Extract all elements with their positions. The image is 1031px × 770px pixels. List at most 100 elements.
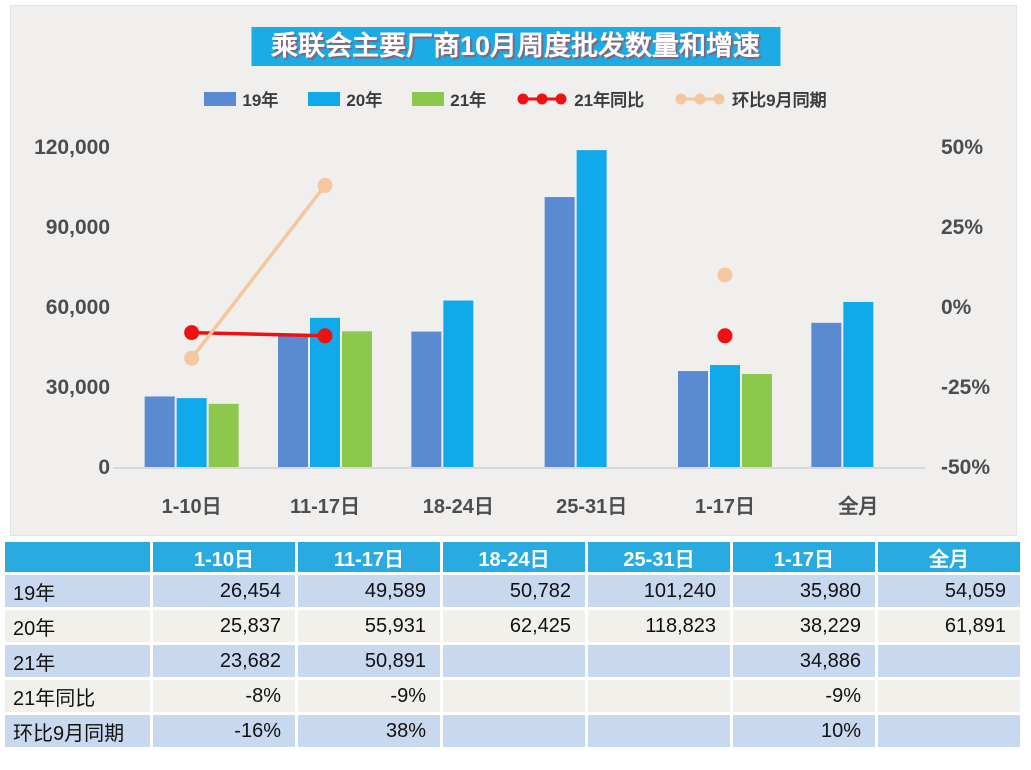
legend-label: 环比9月同期 [732, 91, 827, 110]
bar-19年-1-10日 [144, 396, 175, 467]
row-label: 21年同比 [5, 680, 150, 712]
table-col-header: 18-24日 [443, 542, 585, 572]
line-segment-21年同比 [191, 330, 326, 338]
legend-swatch-icon [308, 91, 341, 106]
x-axis-label: 11-17日 [290, 496, 360, 518]
point-环比9月同期-1-17日 [717, 267, 733, 283]
y-axis-left-tick: 90,000 [46, 216, 110, 239]
y-axis-right-tick: 0% [941, 296, 972, 319]
table-cell: 61,891 [878, 610, 1020, 642]
bar-19年-18-24日 [411, 331, 442, 467]
y-axis-left-tick: 120,000 [34, 136, 110, 159]
point-21年同比-11-17日 [317, 328, 333, 344]
legend-swatch-icon [204, 91, 237, 106]
point-环比9月同期-11-17日 [317, 177, 333, 193]
x-axis-label: 18-24日 [423, 496, 494, 518]
table-row: 20年 25,837 55,931 62,425 118,823 38,229 61,891 [5, 610, 1020, 642]
table-cell [443, 715, 585, 747]
bar-21年-1-10日 [208, 403, 239, 467]
table-cell [878, 680, 1020, 712]
table-cell: 38% [298, 715, 440, 747]
bar-19年-1-17日 [678, 371, 708, 467]
line-segment-环比9月同期 [190, 184, 327, 360]
table-cell: 101,240 [588, 575, 730, 607]
table-cell [443, 680, 585, 712]
table-cell: 49,589 [298, 575, 440, 607]
x-axis-label: 1-10日 [162, 496, 222, 518]
legend-item-4: 环比9月同期 [674, 86, 827, 111]
y-axis-left-tick: 30,000 [46, 376, 110, 399]
data-table: 1-10日 11-17日 18-24日 25-31日 1-17日 全月 19年 26,454 4… [2, 539, 1023, 750]
legend-line-marker-icon [517, 93, 567, 104]
table-cell: 10% [733, 715, 875, 747]
table-cell: 25,837 [153, 610, 295, 642]
bar-21年-1-17日 [742, 373, 772, 467]
bar-19年-25-31日 [544, 197, 575, 467]
table-cell: 38,229 [733, 610, 875, 642]
y-axis-left-tick: 60,000 [46, 296, 110, 319]
legend-label: 21年 [450, 91, 487, 110]
chart-title: 乘联会主要厂商10月周度批发数量和增速 [250, 27, 781, 66]
chart-legend: 19年 20年 21年 21年同比 环比9月同期 [0, 86, 1031, 111]
table-cell [588, 645, 730, 677]
point-21年同比-1-17日 [717, 328, 733, 344]
table-row: 21年同比 -8% -9% -9% [5, 680, 1020, 712]
table-cell: -9% [298, 680, 440, 712]
table-corner-cell [5, 542, 150, 572]
table-col-header: 1-10日 [153, 542, 295, 572]
table-cell: 35,980 [733, 575, 875, 607]
table-cell: -16% [153, 715, 295, 747]
bar-20年-1-17日 [710, 365, 740, 467]
x-axis-label: 全月 [837, 494, 878, 518]
point-环比9月同期-1-10日 [184, 350, 200, 366]
table-row: 21年 23,682 50,891 34,886 [5, 645, 1020, 677]
combo-chart: 0 30,000 60,000 90,000 120,000 -50% -25% 0% 25% 5… [34, 136, 990, 518]
legend-label: 19年 [242, 91, 279, 110]
y-axis-right-tick: 25% [941, 216, 983, 239]
point-21年同比-1-10日 [184, 325, 200, 341]
table-row: 环比9月同期 -16% 38% 10% [5, 715, 1020, 747]
table-cell [588, 715, 730, 747]
legend-item-1: 20年 [308, 86, 382, 111]
table-cell: 34,886 [733, 645, 875, 677]
table-cell: 26,454 [153, 575, 295, 607]
legend-label: 20年 [346, 91, 383, 110]
y-axis-right-tick: 50% [941, 136, 983, 159]
legend-item-3: 21年同比 [516, 86, 644, 111]
table-cell: 118,823 [588, 610, 730, 642]
table-cell [878, 715, 1020, 747]
legend-swatch-icon [412, 91, 445, 106]
x-axis-label: 1-17日 [695, 496, 755, 518]
table-cell [878, 645, 1020, 677]
y-axis-left-tick: 0 [98, 456, 110, 479]
bar-20年-全月 [843, 301, 874, 467]
table-col-header: 全月 [878, 542, 1020, 572]
row-label: 环比9月同期 [5, 715, 150, 747]
table-col-header: 25-31日 [588, 542, 730, 572]
table-cell: 23,682 [153, 645, 295, 677]
bar-21年-11-17日 [342, 331, 372, 467]
table-cell: 62,425 [443, 610, 585, 642]
table-cell: 55,931 [298, 610, 440, 642]
bar-20年-25-31日 [576, 150, 607, 467]
table-cell: -9% [733, 680, 875, 712]
table-cell [588, 680, 730, 712]
legend-label: 21年同比 [574, 91, 645, 110]
bar-20年-1-10日 [176, 398, 207, 467]
y-axis-right-tick: -50% [941, 456, 990, 479]
table-col-header: 1-17日 [733, 542, 875, 572]
table-cell: 54,059 [878, 575, 1020, 607]
table-cell: -8% [153, 680, 295, 712]
row-label: 21年 [5, 645, 150, 677]
table-cell: 50,782 [443, 575, 585, 607]
table-cell [443, 645, 585, 677]
y-axis-right-tick: -25% [941, 376, 990, 399]
table-cell: 50,891 [298, 645, 440, 677]
table-row: 19年 26,454 49,589 50,782 101,240 35,980 54,059 [5, 575, 1020, 607]
legend-item-0: 19年 [204, 86, 278, 111]
bar-20年-18-24日 [443, 300, 474, 467]
x-axis-label: 25-31日 [556, 496, 627, 518]
bar-19年-全月 [811, 322, 842, 467]
legend-line-marker-icon [675, 93, 725, 104]
